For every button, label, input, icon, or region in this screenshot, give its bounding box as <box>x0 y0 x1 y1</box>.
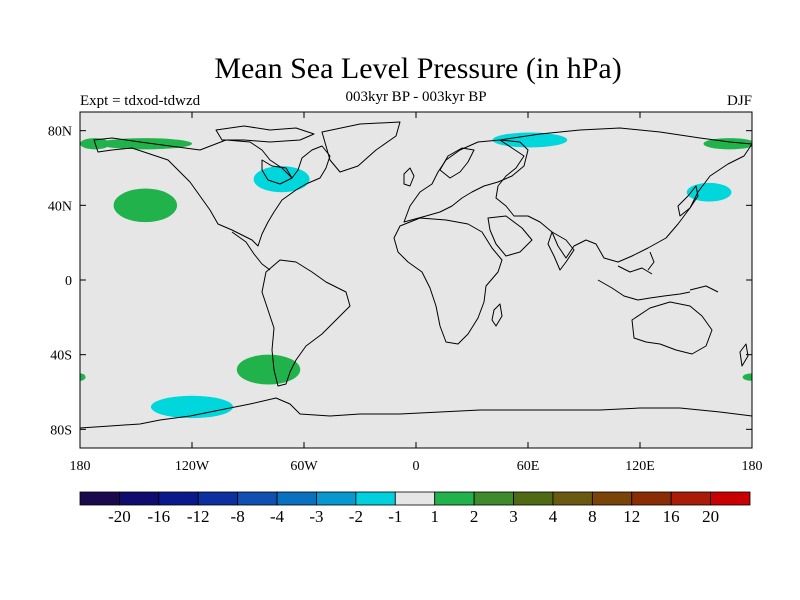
anomaly-south-pacific-positive <box>236 354 301 385</box>
coastline-australia <box>631 301 713 355</box>
anomaly-north-pacific-positive <box>113 188 178 223</box>
colorbar-label: 4 <box>549 507 558 526</box>
coastlines <box>80 121 752 429</box>
colorbar-swatch <box>670 491 711 506</box>
colorbar-swatch <box>473 491 514 506</box>
colorbar-label: -4 <box>270 507 285 526</box>
experiment-label: Expt = tdxod-tdwzd <box>80 93 201 109</box>
y-tick-label: 80S <box>50 423 72 438</box>
anomaly-arctic-east-positive <box>703 138 752 150</box>
x-tick-label: 120W <box>175 459 210 474</box>
colorbar-swatch <box>158 491 199 506</box>
coastline-hudson-bay <box>261 159 293 185</box>
x-tick-label: 180 <box>742 459 763 474</box>
x-tick-label: 0 <box>413 459 420 474</box>
anomaly-south-west-edge-positive <box>80 373 86 381</box>
colorbar-label: 12 <box>623 507 640 526</box>
colorbar-swatch <box>237 491 278 506</box>
y-tick-label: 40N <box>48 199 72 214</box>
coastline-british-isles <box>403 167 415 187</box>
colorbar-label: -20 <box>108 507 131 526</box>
coastline-antarctica <box>80 397 752 429</box>
colorbar-label: -8 <box>231 507 245 526</box>
coastline-south-america <box>261 259 351 387</box>
colorbar-label: -12 <box>187 507 210 526</box>
season-label: DJF <box>726 93 752 109</box>
y-tick-label: 0 <box>65 274 72 289</box>
anomaly-layer <box>80 132 752 419</box>
colorbar-swatch <box>197 491 239 506</box>
anomaly-arctic-siberia-negative <box>492 132 568 148</box>
coastline-new-zealand <box>739 343 749 367</box>
colorbar-label: 20 <box>702 507 719 526</box>
colorbar-swatch <box>710 491 751 506</box>
colorbar-label: -1 <box>388 507 402 526</box>
colorbar-label: 16 <box>663 507 680 526</box>
colorbar-swatch <box>434 491 475 506</box>
colorbar-swatch <box>79 491 120 506</box>
chart-subtitle: 003kyr BP - 003kyr BP <box>345 89 487 105</box>
colorbar-swatch <box>316 491 357 506</box>
map-axes: 180 120W 60W 0 60E 120E 180 80N 40N 0 40S 80S <box>48 112 763 474</box>
coastline-japan <box>677 185 699 217</box>
colorbar-label: -2 <box>349 507 363 526</box>
coastline-madagascar <box>491 303 503 327</box>
x-tick-label: 180 <box>70 459 91 474</box>
colorbar-label: -3 <box>309 507 323 526</box>
colorbar-label: 8 <box>588 507 597 526</box>
coastline-europe <box>403 139 529 223</box>
colorbar-swatch <box>631 491 672 506</box>
anomaly-south-east-edge-positive <box>742 373 752 381</box>
anomaly-southern-ocean-negative <box>150 395 234 419</box>
colorbar: -20 -16 -12 -8 -4 -3 -2 -1 1 2 3 4 8 12 16 20 <box>79 491 751 526</box>
colorbar-swatch <box>552 491 593 506</box>
colorbar-swatch <box>119 491 160 506</box>
colorbar-label: -16 <box>147 507 170 526</box>
anomaly-arctic-atlantic-positive <box>98 138 192 150</box>
coastline-asia <box>495 127 752 263</box>
coastline-india <box>547 231 575 271</box>
colorbar-swatch <box>276 491 317 506</box>
x-tick-label: 60E <box>517 459 540 474</box>
colorbar-swatch <box>591 491 633 506</box>
colorbar-swatch <box>355 491 396 506</box>
coastline-scandinavia <box>439 147 475 179</box>
colorbar-swatch <box>394 491 436 506</box>
coastline-africa <box>393 217 503 345</box>
coastline-arabia <box>487 215 533 257</box>
colorbar-swatch <box>513 491 554 506</box>
coastline-greenland <box>321 121 401 173</box>
anomaly-northwest-pacific-negative <box>686 182 732 202</box>
x-tick-label: 120E <box>625 459 655 474</box>
colorbar-label: 1 <box>430 507 439 526</box>
chart-title: Mean Sea Level Pressure (in hPa) <box>214 52 622 85</box>
colorbar-label: 2 <box>470 507 479 526</box>
x-tick-label: 60W <box>290 459 318 474</box>
map-background <box>80 112 752 448</box>
y-tick-label: 40S <box>50 349 72 364</box>
coastline-arctic-islands <box>215 125 315 143</box>
coastline-indonesia <box>597 251 719 301</box>
coastline-north-america <box>93 137 331 247</box>
coastline-central-america <box>231 231 271 271</box>
colorbar-label: 3 <box>509 507 518 526</box>
y-tick-label: 80N <box>48 125 72 140</box>
